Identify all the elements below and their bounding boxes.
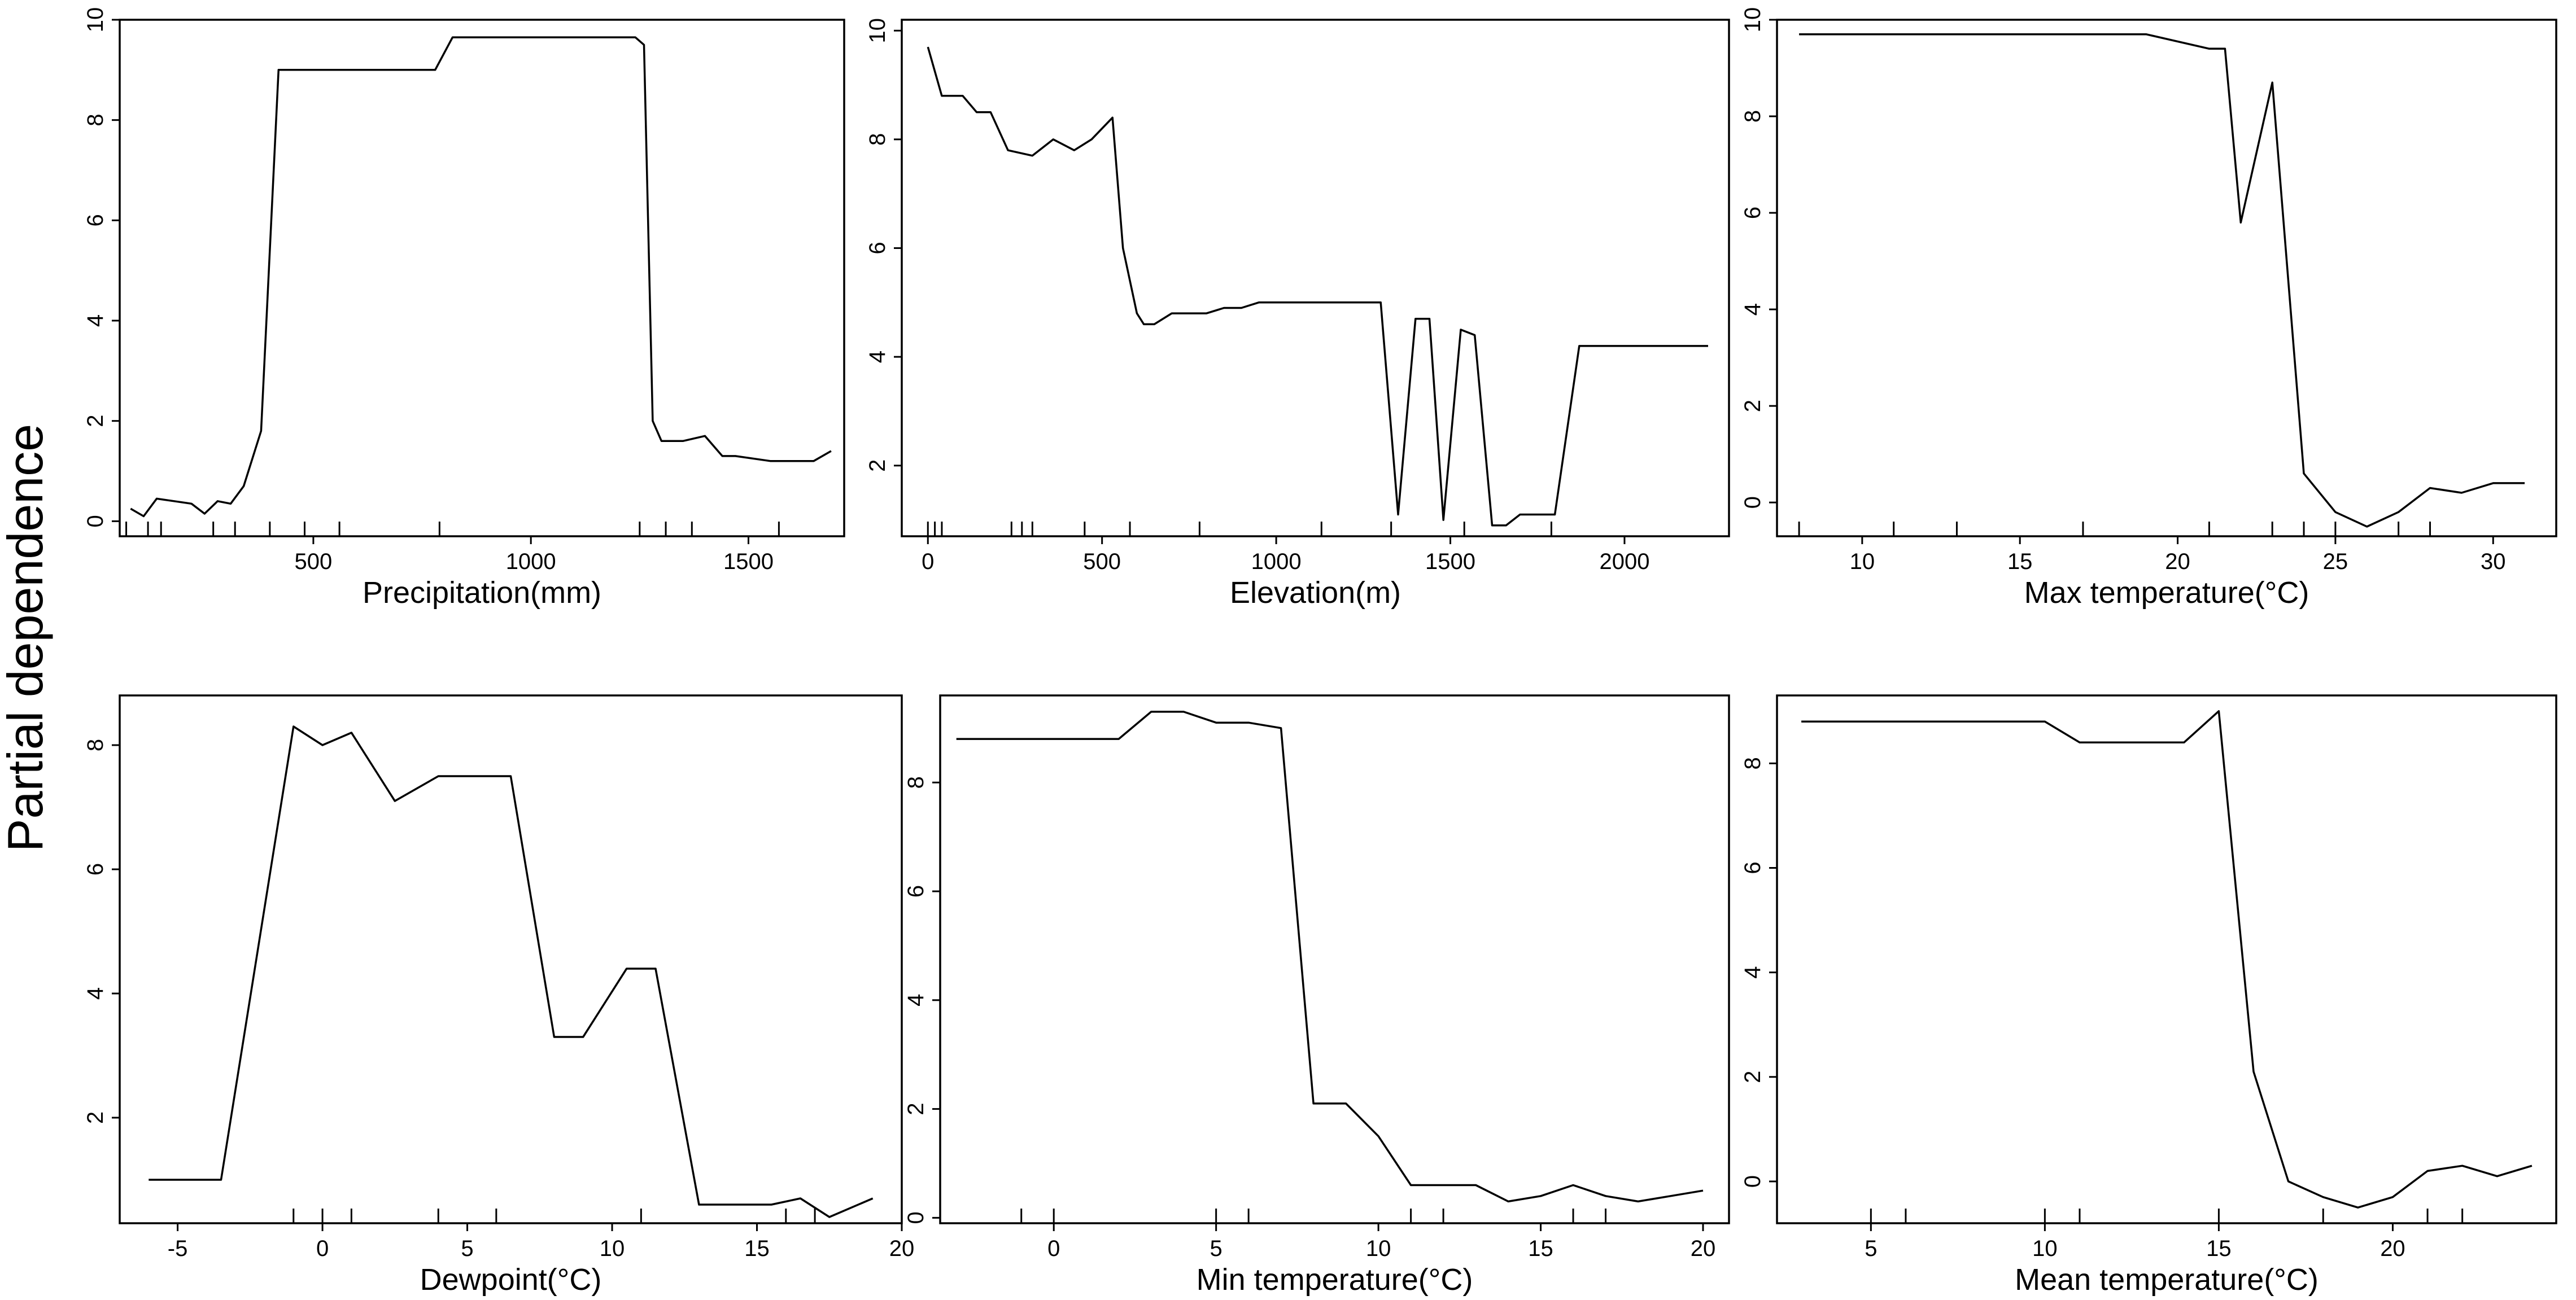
y-tick-label: 6 [865,242,890,254]
partial-dependence-line [130,36,832,518]
x-tick-label: 500 [1083,549,1121,574]
x-tick-label: 1000 [1251,549,1302,574]
y-tick-label: 6 [83,214,108,226]
y-tick-label: 8 [1740,757,1765,769]
y-tick-label: 4 [1740,966,1765,979]
y-tick-label: 8 [865,133,890,146]
y-tick-label: 8 [83,114,108,126]
x-tick-label: 500 [295,549,333,574]
y-tick-label: 4 [83,314,108,327]
x-axis-label: Mean temperature(°C) [2015,1263,2319,1297]
x-tick-label: 1000 [506,549,556,574]
y-tick-label: 2 [1740,1071,1765,1083]
y-tick-label: 8 [903,776,928,789]
plot-frame [1776,19,2557,537]
x-tick-label: 10 [1850,549,1875,574]
x-tick-label: 5 [1210,1236,1222,1261]
x-tick-label: 10 [2032,1236,2058,1261]
x-tick-label: 0 [316,1236,329,1261]
x-tick-label: 15 [1528,1236,1553,1261]
y-tick-label: 0 [1740,496,1765,509]
figure-ylabel: Partial dependence [0,424,53,852]
x-axis-label: Precipitation(mm) [363,576,601,610]
plot-frame [1776,694,2557,1224]
x-tick-label: 5 [461,1236,473,1261]
plot-frame [901,19,1730,537]
x-tick-label: 20 [2165,549,2190,574]
x-tick-label: 15 [2007,549,2033,574]
y-tick-label: 10 [1740,7,1765,33]
x-tick-label: 15 [2206,1236,2232,1261]
y-tick-label: 6 [1740,207,1765,219]
x-tick-label: 2000 [1599,549,1649,574]
chart-panel-1: 500 1000 1500 0 2 4 6 8 10 Precipitation(mm) [83,7,845,610]
y-tick-label: 6 [1740,861,1765,874]
y-tick-label: 4 [1740,303,1765,316]
y-tick-label: 2 [1740,400,1765,412]
y-tick-label: 2 [83,1111,108,1124]
x-tick-label: 25 [2323,549,2348,574]
x-tick-label: 20 [889,1236,915,1261]
partial-dependence-line [1801,710,2533,1209]
y-tick-label: 6 [83,863,108,876]
y-tick-label: 2 [865,459,890,472]
chart-panel-5: 0 5 10 15 20 0 2 4 6 8 Min temperature(°C) [903,694,1730,1297]
plot-frame [119,19,845,537]
x-tick-label: 30 [2481,549,2506,574]
x-tick-label: -5 [168,1236,188,1261]
partial-dependence-line [956,711,1704,1203]
y-tick-label: 6 [903,885,928,898]
x-tick-label: 10 [1366,1236,1391,1261]
y-tick-label: 0 [83,515,108,527]
chart-panel-4: -5 0 5 10 15 20 2 4 6 8 Dewpoint(°C) [83,694,915,1297]
y-tick-label: 4 [903,994,928,1006]
chart-panel-3: 10 15 20 25 30 0 2 4 6 8 10 Max temperature(°C) [1740,7,2557,610]
y-tick-label: 8 [83,739,108,751]
plot-frame [119,694,903,1224]
partial-dependence-line [1799,33,2525,528]
y-tick-label: 2 [83,415,108,427]
x-tick-label: 1500 [723,549,774,574]
y-tick-label: 8 [1740,110,1765,122]
y-tick-label: 4 [83,987,108,1000]
x-tick-label: 0 [1047,1236,1060,1261]
y-tick-label: 2 [903,1102,928,1115]
y-tick-label: 0 [1740,1175,1765,1188]
partial-dependence-line [927,46,1708,527]
x-axis-label: Max temperature(°C) [2024,576,2309,610]
x-axis-label: Min temperature(°C) [1197,1263,1473,1297]
x-tick-label: 15 [744,1236,770,1261]
y-tick-label: 10 [865,18,890,43]
chart-panel-2: 0 500 1000 1500 2000 2 4 6 8 10 Elevation(m) [865,18,1730,610]
x-tick-label: 5 [1865,1236,1877,1261]
plot-frame [939,694,1730,1224]
x-tick-label: 0 [922,549,934,574]
x-tick-label: 20 [1691,1236,1716,1261]
y-tick-label: 10 [83,7,108,33]
y-tick-label: 4 [865,351,890,363]
x-axis-label: Elevation(m) [1230,576,1401,610]
chart-panel-6: 5 10 15 20 0 2 4 6 8 Mean temperature(°C) [1740,694,2557,1297]
x-tick-label: 1500 [1425,549,1475,574]
partial-dependence-line [149,725,874,1218]
x-axis-label: Dewpoint(°C) [420,1263,602,1297]
y-tick-label: 0 [903,1211,928,1224]
x-tick-label: 10 [600,1236,625,1261]
x-tick-label: 20 [2380,1236,2405,1261]
